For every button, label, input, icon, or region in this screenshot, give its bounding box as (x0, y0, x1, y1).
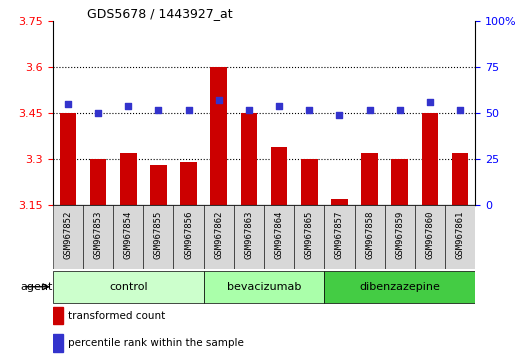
Text: GSM967860: GSM967860 (426, 210, 435, 259)
Point (94, 110, 102, 116)
Text: GSM967857: GSM967857 (335, 210, 344, 259)
FancyBboxPatch shape (324, 271, 475, 303)
Text: percentile rank within the sample: percentile rank within the sample (68, 338, 243, 348)
Bar (391, 159, 408, 205)
Point (275, 103, 284, 109)
FancyBboxPatch shape (53, 271, 204, 303)
FancyBboxPatch shape (264, 205, 294, 269)
Point (395, 107, 404, 113)
Bar (271, 147, 287, 205)
FancyBboxPatch shape (83, 205, 113, 269)
Text: GSM967853: GSM967853 (93, 210, 102, 259)
FancyBboxPatch shape (354, 205, 385, 269)
FancyBboxPatch shape (445, 205, 475, 269)
Point (456, 107, 464, 113)
Text: GSM967861: GSM967861 (456, 210, 465, 259)
Bar (241, 113, 257, 205)
FancyBboxPatch shape (53, 205, 83, 269)
Point (124, 103, 133, 109)
FancyBboxPatch shape (204, 271, 324, 303)
Point (365, 107, 374, 113)
FancyBboxPatch shape (294, 205, 324, 269)
Bar (331, 199, 348, 205)
Text: bevacizumab: bevacizumab (227, 282, 301, 292)
Bar (180, 162, 197, 205)
FancyBboxPatch shape (385, 205, 415, 269)
FancyBboxPatch shape (324, 205, 354, 269)
Text: control: control (109, 282, 147, 292)
Point (426, 99, 434, 105)
Bar (301, 159, 317, 205)
Bar (60, 113, 76, 205)
Bar (422, 113, 438, 205)
Text: GSM967862: GSM967862 (214, 210, 223, 259)
Point (244, 107, 253, 113)
Text: GSM967863: GSM967863 (244, 210, 253, 259)
FancyBboxPatch shape (143, 205, 174, 269)
Point (184, 107, 193, 113)
Point (154, 107, 163, 113)
Text: GSM967858: GSM967858 (365, 210, 374, 259)
Bar (90, 159, 106, 205)
Text: transformed count: transformed count (68, 310, 165, 321)
Text: GSM967864: GSM967864 (275, 210, 284, 259)
FancyBboxPatch shape (174, 205, 204, 269)
Text: agent: agent (21, 282, 53, 292)
Bar (53, 334, 63, 352)
FancyBboxPatch shape (234, 205, 264, 269)
Bar (361, 153, 378, 205)
Text: GSM967856: GSM967856 (184, 210, 193, 259)
Bar (53, 307, 63, 324)
FancyBboxPatch shape (204, 205, 234, 269)
Bar (120, 153, 137, 205)
Text: GSM967854: GSM967854 (124, 210, 133, 259)
Bar (452, 153, 468, 205)
Text: GSM967865: GSM967865 (305, 210, 314, 259)
Text: GSM967855: GSM967855 (154, 210, 163, 259)
Point (305, 107, 314, 113)
FancyBboxPatch shape (415, 205, 445, 269)
Text: GSM967859: GSM967859 (395, 210, 404, 259)
FancyBboxPatch shape (113, 205, 143, 269)
Point (335, 112, 344, 118)
Point (64, 101, 72, 107)
Bar (211, 67, 227, 205)
Bar (150, 165, 167, 205)
Point (214, 98, 223, 103)
Text: dibenzazepine: dibenzazepine (360, 282, 440, 292)
Text: GSM967852: GSM967852 (63, 210, 72, 259)
Text: GDS5678 / 1443927_at: GDS5678 / 1443927_at (87, 7, 232, 20)
